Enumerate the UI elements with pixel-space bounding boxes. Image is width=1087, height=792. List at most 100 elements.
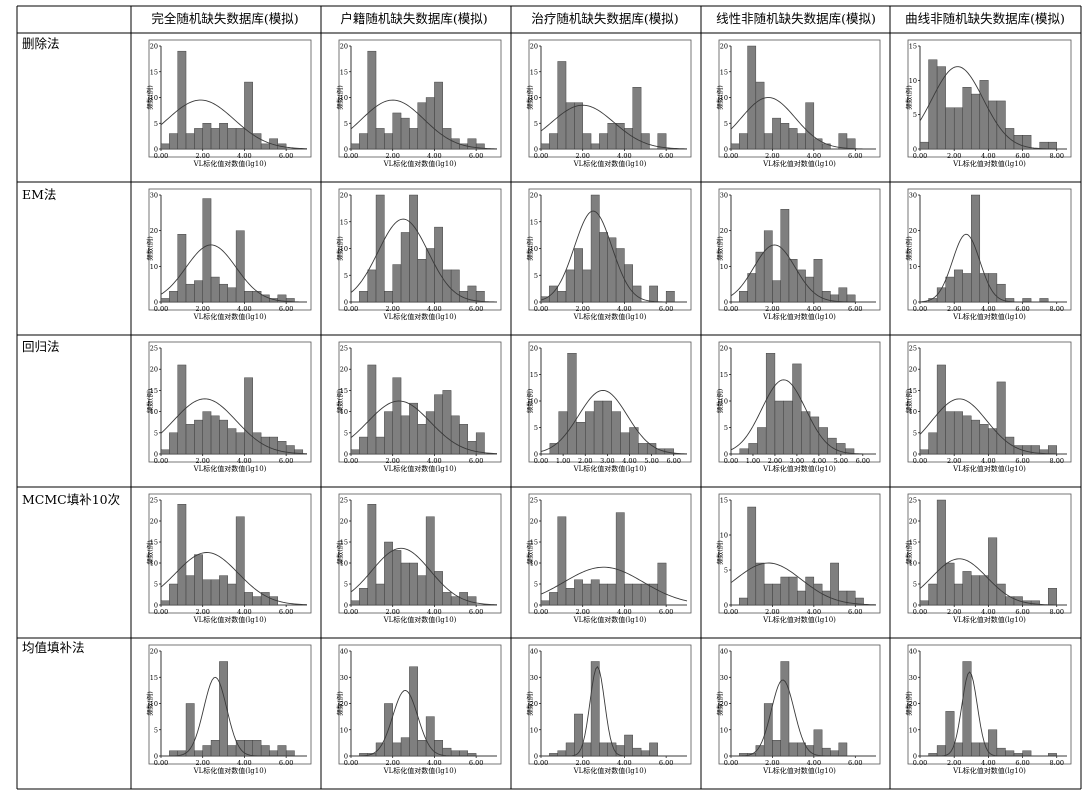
y-axis-label: 频数(例) xyxy=(904,388,913,413)
y-tick-label: 0 xyxy=(154,602,158,610)
x-tick-label: 2.00 xyxy=(195,305,209,313)
x-tick-label: 6.00 xyxy=(1015,152,1029,160)
histogram-bar xyxy=(772,117,781,150)
histogram-bar xyxy=(792,363,802,455)
histogram-panel: 0 10 20 30 0.00 2.00 4.00 6.00 8.00 VL标化值对数值(lg10… xyxy=(904,188,1072,321)
histogram-bar xyxy=(919,449,929,455)
histogram-bar xyxy=(780,209,790,303)
x-tick-label: 4.00 xyxy=(617,759,631,767)
histogram-bar xyxy=(809,416,820,455)
histogram-bar xyxy=(185,575,195,606)
histogram-bar xyxy=(747,273,757,303)
histogram-bar xyxy=(294,449,304,455)
histogram-panel: 0 5 10 15 20 0.00 2.00 4.00 6.00 VL标化值对数值(lg10) 频数… xyxy=(335,39,502,168)
histogram-bar xyxy=(747,45,757,150)
y-tick-label: 20 xyxy=(340,518,348,526)
normal-curve xyxy=(540,210,687,303)
plot-frame xyxy=(718,188,881,311)
x-tick-label: 0.00 xyxy=(344,152,358,160)
x-tick-label: 2.00 xyxy=(575,152,589,160)
histogram-bar xyxy=(252,740,262,757)
x-axis-label: VL标化值对数值(lg10) xyxy=(573,312,647,321)
x-tick-label: 0.00 xyxy=(534,457,548,465)
histogram-panel: 0 5 10 15 20 25 0.00 2.00 4.00 6.00 VL标化值对数值(lg10)… xyxy=(335,493,502,624)
histogram-bar xyxy=(747,506,757,606)
y-tick-label: 10 xyxy=(340,560,348,568)
histogram-bar xyxy=(919,600,929,606)
x-axis-label: VL标化值对数值(lg10) xyxy=(193,464,267,473)
y-tick-label: 0 xyxy=(913,299,917,307)
histogram-bar xyxy=(565,742,575,757)
x-tick-label: 6.00 xyxy=(856,457,870,465)
y-tick-label: 10 xyxy=(909,726,917,734)
y-tick-label: 40 xyxy=(530,648,538,656)
histogram-bar xyxy=(629,427,639,455)
y-tick-label: 20 xyxy=(530,700,538,708)
histogram-bar xyxy=(830,750,839,757)
histogram-bar xyxy=(801,411,811,455)
histogram-bar xyxy=(269,750,279,757)
x-tick-label: 2.00 xyxy=(575,305,589,313)
x-axis-label: VL标化值对数值(lg10) xyxy=(952,159,1026,168)
histogram-panel: 0 10 20 30 0.00 2.00 4.00 6.00 VL标化值对数值(lg10) 频数(… xyxy=(145,188,312,321)
x-axis-label: VL标化值对数值(lg10) xyxy=(952,766,1026,775)
histogram-bar xyxy=(996,381,1006,455)
histogram-bar xyxy=(599,133,608,150)
x-tick-label: 8.00 xyxy=(1050,457,1064,465)
histogram-bar xyxy=(813,259,823,303)
histogram-bar xyxy=(392,550,402,606)
y-tick-label: 20 xyxy=(720,700,728,708)
y-axis-label: 频数(例) xyxy=(525,540,534,565)
x-axis-label: VL标化值对数值(lg10) xyxy=(383,615,457,624)
histogram-bar xyxy=(565,102,575,150)
y-tick-label: 0 xyxy=(724,602,728,610)
y-axis-label: 频数(例) xyxy=(715,388,724,413)
y-axis-label: 频数(例) xyxy=(335,691,344,716)
histogram-bar xyxy=(194,554,203,606)
x-tick-label: 6.00 xyxy=(848,305,862,313)
y-tick-label: 0 xyxy=(344,299,348,307)
y-tick-label: 10 xyxy=(150,560,158,568)
histogram-bar xyxy=(838,287,848,303)
histogram-bar xyxy=(244,377,253,455)
normal-curve xyxy=(160,552,308,606)
histogram-bar xyxy=(359,588,368,606)
y-tick-label: 10 xyxy=(909,560,917,568)
histogram-bar xyxy=(739,448,749,455)
column-header-linear-mnar: 线性非随机缺失数据库(模拟) xyxy=(716,11,876,26)
x-axis-label: VL标化值对数值(lg10) xyxy=(193,766,267,775)
histogram-bar xyxy=(1047,141,1057,150)
plot-frame xyxy=(338,341,502,463)
y-tick-label: 0 xyxy=(344,602,348,610)
histogram-bar xyxy=(607,123,617,150)
y-axis-label: 频数(例) xyxy=(525,85,534,110)
histogram-bar xyxy=(996,747,1006,757)
histogram-bar xyxy=(1022,298,1032,303)
histogram-bar xyxy=(244,291,253,303)
x-tick-label: 4.00 xyxy=(237,608,251,616)
histogram-bar xyxy=(540,143,550,150)
y-tick-label: 25 xyxy=(909,345,917,353)
histogram-bar xyxy=(227,745,237,757)
y-tick-label: 0 xyxy=(724,451,728,459)
histogram-panel: 0 5 10 15 20 0.00 2.00 4.00 6.00 VL标化值对数值(lg10) 频数… xyxy=(145,39,312,168)
y-tick-label: 10 xyxy=(530,398,538,406)
y-tick-label: 10 xyxy=(340,408,348,416)
histogram-bar xyxy=(953,107,963,150)
histogram-bar xyxy=(919,141,929,150)
y-tick-label: 15 xyxy=(150,539,158,547)
histogram-bar xyxy=(409,194,418,303)
histogram-bar xyxy=(235,230,245,303)
x-tick-label: 0.00 xyxy=(344,608,358,616)
histogram-bar xyxy=(277,745,287,757)
histogram-bar xyxy=(838,590,848,606)
histogram-bar xyxy=(780,123,790,150)
x-tick-label: 2.00 xyxy=(385,457,399,465)
histogram-bar xyxy=(953,742,963,757)
histogram-bar xyxy=(574,102,583,150)
histogram-bar xyxy=(988,428,998,455)
histogram-bar xyxy=(425,97,435,150)
histogram-bar xyxy=(797,590,806,606)
y-axis-label: 频数(例) xyxy=(335,388,344,413)
histogram-bar xyxy=(615,248,625,303)
